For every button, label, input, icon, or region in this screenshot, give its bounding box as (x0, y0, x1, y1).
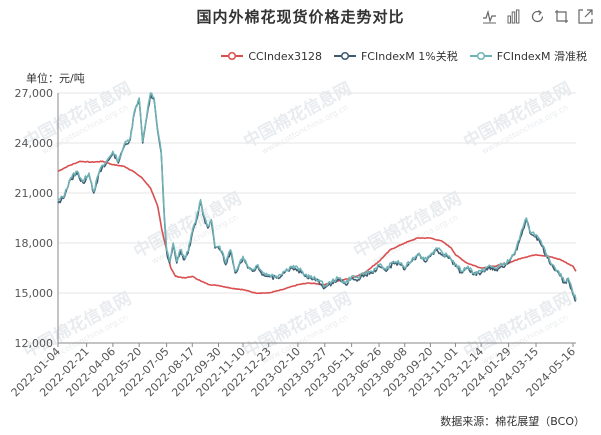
legend-swatch-fc1 (333, 51, 356, 61)
y-tick-label: 15,000 (15, 287, 54, 300)
chart-legend: CCIndex3128 FCIndexM 1%关税 FCIndexM 滑准税 (221, 48, 587, 64)
legend-item-cc[interactable]: CCIndex3128 (221, 48, 322, 64)
legend-swatch-fc2 (469, 51, 492, 61)
save-image-icon[interactable] (578, 9, 593, 24)
legend-item-fc2[interactable]: FCIndexM 滑准税 (469, 48, 587, 64)
y-tick-label: 18,000 (15, 237, 54, 250)
y-tick-label: 24,000 (15, 137, 54, 150)
legend-label-cc: CCIndex3128 (248, 49, 322, 63)
legend-label-fc2: FCIndexM 滑准税 (496, 50, 587, 63)
series-line-1 (57, 160, 577, 295)
restore-icon[interactable] (530, 9, 545, 24)
legend-item-fc1[interactable]: FCIndexM 1%关税 (333, 48, 458, 64)
series-layer (57, 92, 577, 302)
bar-chart-icon[interactable] (506, 9, 521, 24)
y-tick-label: 21,000 (15, 187, 54, 200)
chart-toolbox (482, 9, 593, 24)
line-chart-icon[interactable] (482, 9, 497, 24)
y-tick-label: 27,000 (15, 87, 54, 100)
source-note: 数据来源：棉花展望（BCO） (440, 415, 585, 428)
y-unit-label: 单位：元/吨 (26, 72, 85, 85)
legend-swatch-cc (221, 51, 244, 61)
legend-label-fc1: FCIndexM 1%关税 (360, 50, 458, 63)
chart-title: 国内外棉花现货价格走势对比 (196, 8, 405, 26)
series-line-3 (57, 92, 577, 300)
data-view-icon[interactable] (554, 9, 569, 24)
y-tick-label: 12,000 (15, 337, 54, 350)
y-axis: 12,000 15,000 18,000 21,000 24,000 27,000 (15, 87, 59, 350)
